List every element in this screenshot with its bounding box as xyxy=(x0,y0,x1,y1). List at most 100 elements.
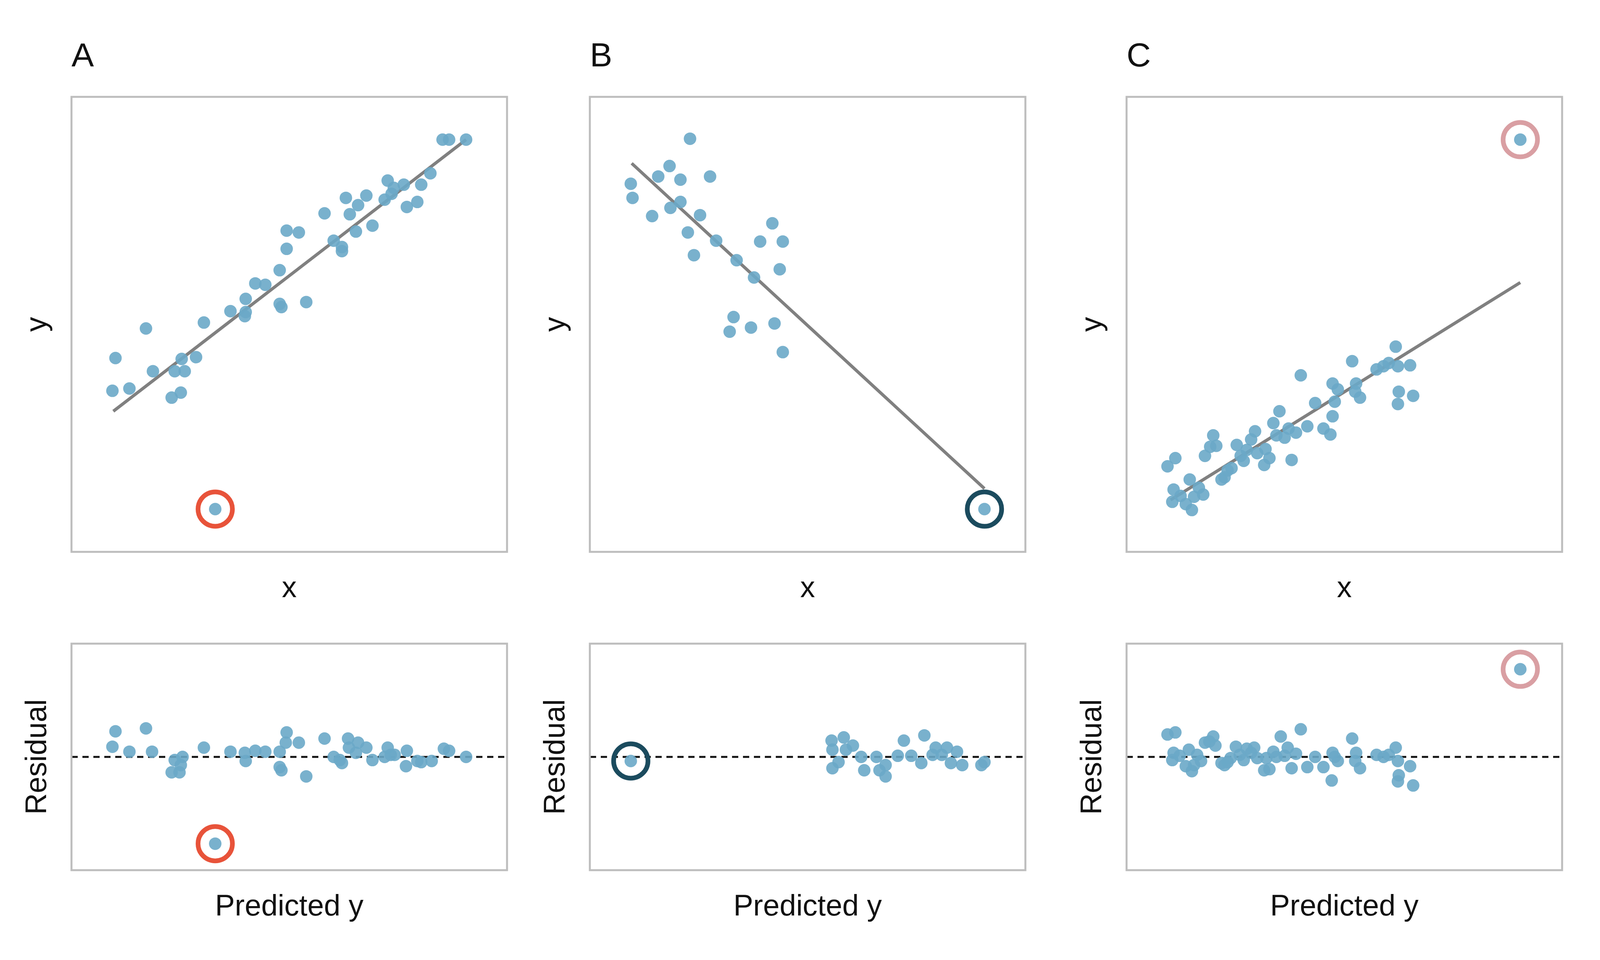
point xyxy=(459,750,473,764)
frame xyxy=(1126,96,1563,552)
fit-line xyxy=(113,139,467,412)
zero-line xyxy=(71,756,508,759)
plot-area xyxy=(1161,652,1538,793)
point xyxy=(1326,410,1339,423)
point xyxy=(178,364,192,378)
y-axis-label: y xyxy=(1074,317,1108,333)
panel: Predicted yResidual xyxy=(1074,643,1563,922)
y-axis-label: Residual xyxy=(19,699,53,815)
point xyxy=(174,386,188,399)
point xyxy=(776,235,790,248)
point xyxy=(1289,747,1303,761)
point xyxy=(651,170,665,183)
highlight-ring xyxy=(198,491,233,527)
plot-area xyxy=(1161,122,1538,517)
point xyxy=(292,736,306,749)
point xyxy=(744,321,758,334)
point xyxy=(397,178,411,192)
point xyxy=(224,745,237,759)
point xyxy=(414,178,428,192)
point xyxy=(109,351,122,365)
point xyxy=(1225,462,1238,475)
highlight-ring xyxy=(1503,122,1538,158)
fit-line xyxy=(631,163,985,489)
point xyxy=(400,744,414,758)
point xyxy=(944,757,958,770)
point xyxy=(1263,451,1276,465)
point xyxy=(351,198,365,212)
x-axis-label: Predicted y xyxy=(214,888,364,922)
point xyxy=(1263,762,1276,776)
point xyxy=(693,208,707,222)
point xyxy=(300,770,313,783)
point xyxy=(292,226,306,239)
plot-area xyxy=(624,132,1002,527)
point xyxy=(197,741,211,754)
point xyxy=(335,240,349,254)
point xyxy=(1185,503,1199,517)
highlight-point xyxy=(208,502,222,516)
point xyxy=(645,209,659,223)
y-axis-label: y xyxy=(19,317,53,333)
point xyxy=(1308,750,1322,764)
point xyxy=(846,739,859,752)
point xyxy=(366,219,379,233)
point xyxy=(1294,369,1308,382)
point xyxy=(1325,774,1338,787)
highlight-ring xyxy=(198,826,233,861)
point xyxy=(360,189,373,202)
highlight-ring xyxy=(1503,652,1538,687)
point xyxy=(239,754,252,768)
point xyxy=(123,382,136,395)
point xyxy=(1301,419,1314,433)
point xyxy=(703,170,717,183)
point xyxy=(1328,395,1342,409)
point xyxy=(1267,416,1280,430)
point xyxy=(349,225,363,238)
frame xyxy=(71,96,508,552)
y-axis-label: y xyxy=(537,317,571,333)
point xyxy=(1274,730,1288,743)
point xyxy=(1407,779,1420,792)
point xyxy=(459,133,473,147)
point xyxy=(1294,723,1308,736)
panel: Predicted yResidual xyxy=(537,643,1026,922)
point xyxy=(224,305,237,318)
point xyxy=(146,364,160,378)
panel: Predicted y Residual xyxy=(19,643,508,922)
plot-area xyxy=(106,133,473,527)
point xyxy=(978,755,991,769)
point xyxy=(1391,775,1405,788)
highlight-point xyxy=(624,754,638,768)
point xyxy=(399,760,413,773)
point xyxy=(1169,726,1182,739)
point xyxy=(891,749,904,763)
point xyxy=(1391,397,1405,411)
point xyxy=(279,736,293,749)
panel: Bxy xyxy=(537,35,1026,604)
y-axis-label: Residual xyxy=(1074,699,1108,815)
point xyxy=(1248,425,1262,438)
point xyxy=(1389,741,1402,754)
point xyxy=(897,734,911,747)
point xyxy=(1285,453,1299,467)
x-axis-label: x xyxy=(800,570,816,604)
point xyxy=(239,305,252,319)
point xyxy=(410,195,424,209)
figure: AxyBxyCxyPredicted yResidualPredicted yR… xyxy=(0,0,1600,960)
point xyxy=(1403,358,1417,372)
point xyxy=(709,234,723,247)
point xyxy=(1353,762,1367,775)
point xyxy=(1391,754,1405,768)
point xyxy=(275,300,288,314)
panel-title: A xyxy=(71,35,95,74)
point xyxy=(857,764,871,777)
point xyxy=(106,740,119,754)
point xyxy=(1350,377,1363,390)
panel: Cxy xyxy=(1074,35,1563,604)
point xyxy=(300,295,313,309)
point xyxy=(275,764,288,777)
point xyxy=(1350,746,1363,760)
point xyxy=(1389,340,1402,354)
point xyxy=(915,757,928,770)
